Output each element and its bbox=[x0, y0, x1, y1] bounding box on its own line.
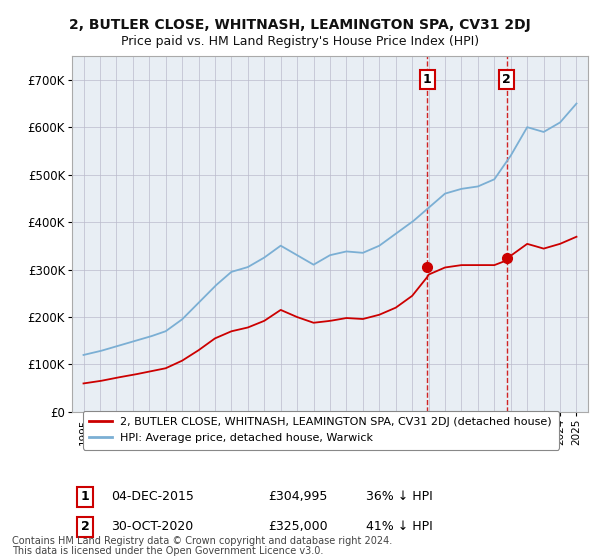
Text: 41% ↓ HPI: 41% ↓ HPI bbox=[366, 520, 433, 533]
Text: £325,000: £325,000 bbox=[268, 520, 328, 533]
Text: 2: 2 bbox=[502, 73, 511, 86]
Text: 1: 1 bbox=[80, 491, 89, 503]
Text: 30-OCT-2020: 30-OCT-2020 bbox=[110, 520, 193, 533]
Legend: 2, BUTLER CLOSE, WHITNASH, LEAMINGTON SPA, CV31 2DJ (detached house), HPI: Avera: 2, BUTLER CLOSE, WHITNASH, LEAMINGTON SP… bbox=[83, 410, 559, 450]
Text: Contains HM Land Registry data © Crown copyright and database right 2024.: Contains HM Land Registry data © Crown c… bbox=[12, 536, 392, 546]
Text: 1: 1 bbox=[423, 73, 431, 86]
Text: 04-DEC-2015: 04-DEC-2015 bbox=[110, 491, 194, 503]
Text: 2: 2 bbox=[80, 520, 89, 533]
Text: £304,995: £304,995 bbox=[268, 491, 328, 503]
Text: This data is licensed under the Open Government Licence v3.0.: This data is licensed under the Open Gov… bbox=[12, 545, 323, 556]
Text: Price paid vs. HM Land Registry's House Price Index (HPI): Price paid vs. HM Land Registry's House … bbox=[121, 35, 479, 49]
Text: 36% ↓ HPI: 36% ↓ HPI bbox=[366, 491, 433, 503]
Text: 2, BUTLER CLOSE, WHITNASH, LEAMINGTON SPA, CV31 2DJ: 2, BUTLER CLOSE, WHITNASH, LEAMINGTON SP… bbox=[69, 18, 531, 32]
